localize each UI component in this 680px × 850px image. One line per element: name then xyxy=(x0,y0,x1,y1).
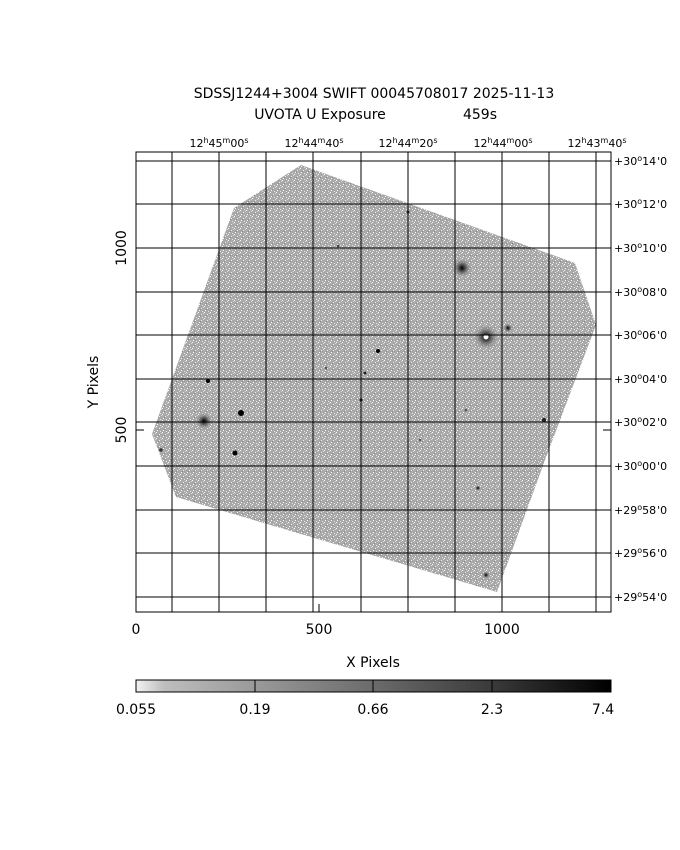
ra-grid-lines xyxy=(171,152,597,612)
dec-label: +30o08'0 xyxy=(614,285,667,299)
dec-label: +30o00'0 xyxy=(614,459,667,473)
sources xyxy=(159,210,546,579)
colorbar-label: 7.4 xyxy=(592,702,614,718)
ra-label: 12h45m00s xyxy=(189,136,248,150)
y-axis-label: Y Pixels xyxy=(86,356,102,410)
y-tick-500: 500 xyxy=(114,417,130,444)
ra-label: 12h43m40s xyxy=(567,136,626,150)
colorbar-label: 2.3 xyxy=(481,702,503,718)
ra-labels: 12h45m00s 12h44m40s 12h44m20s 12h44m00s … xyxy=(189,136,626,150)
dec-label: +29o56'0 xyxy=(614,546,667,560)
dec-label: +30o04'0 xyxy=(614,372,667,386)
ra-label: 12h44m00s xyxy=(473,136,532,150)
exposure-label: UVOTA U Exposure xyxy=(254,107,386,123)
dec-grid-lines xyxy=(136,160,611,598)
ra-label: 12h44m40s xyxy=(284,136,343,150)
colorbar-label: 0.19 xyxy=(239,702,270,718)
exposure-value: 459s xyxy=(463,107,497,123)
dec-label: +30o10'0 xyxy=(614,241,667,255)
dec-label: +30o14'0 xyxy=(614,154,667,168)
image-area xyxy=(136,152,611,612)
y-tick-1000: 1000 xyxy=(114,230,130,266)
x-tick-1000: 1000 xyxy=(484,622,520,638)
dec-label: +29o54'0 xyxy=(614,590,667,604)
colorbar-label: 0.055 xyxy=(116,702,156,718)
plot-title: SDSSJ1244+3004 SWIFT 00045708017 2025-11… xyxy=(194,86,554,102)
ra-label: 12h44m20s xyxy=(378,136,437,150)
colorbar-label: 0.66 xyxy=(357,702,388,718)
dec-label: +30o02'0 xyxy=(614,415,667,429)
colorbar-ticks xyxy=(254,680,493,692)
dec-label: +30o12'0 xyxy=(614,197,667,211)
x-axis-label: X Pixels xyxy=(346,655,400,671)
x-tick-500: 500 xyxy=(306,622,333,638)
dec-label: +30o06'0 xyxy=(614,328,667,342)
dec-label: +29o58'0 xyxy=(614,503,667,517)
x-tick-0: 0 xyxy=(132,622,141,638)
pixel-ticks xyxy=(135,247,611,612)
dec-labels: +30o14'0 +30o12'0 +30o10'0 +30o08'0 +30o… xyxy=(614,154,667,604)
plot-frame xyxy=(135,151,612,613)
